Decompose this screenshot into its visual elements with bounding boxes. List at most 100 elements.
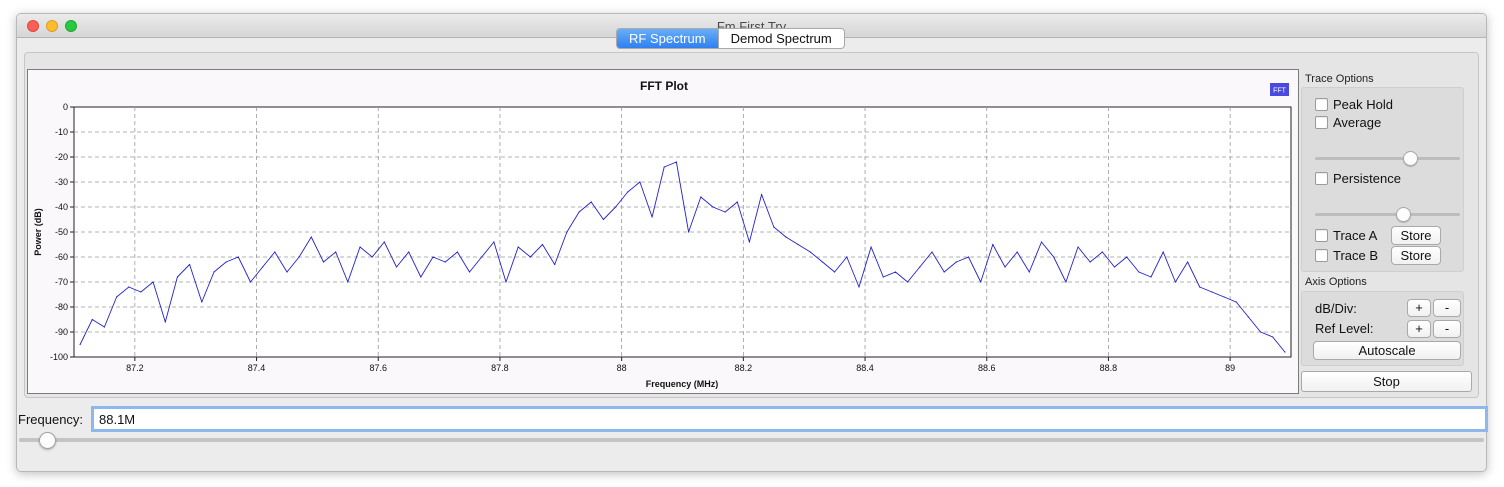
fft-point [541,243,544,246]
fft-point [712,206,714,208]
persistence-slider-thumb[interactable] [1395,207,1411,222]
trace-b-option[interactable]: Trace B [1315,248,1378,263]
fft-point [286,271,288,273]
fft-point [578,211,580,213]
peak-hold-option[interactable]: Peak Hold [1315,97,1393,112]
frequency-slider-thumb[interactable] [39,432,57,449]
fft-point [152,281,154,283]
fft-point [201,301,203,303]
db-div-label: dB/Div: [1315,301,1357,316]
minimize-window-button[interactable] [46,20,58,32]
persistence-slider[interactable] [1315,213,1460,216]
fft-point [1260,331,1262,333]
frequency-label: Frequency: [18,412,84,427]
fft-point [213,271,215,273]
average-option[interactable]: Average [1315,115,1381,130]
peak-hold-checkbox[interactable] [1315,98,1328,111]
axis-options-title: Axis Options [1305,276,1367,288]
fft-point [322,261,325,263]
grid [73,106,1292,358]
fft-point [274,251,276,253]
fft-point [456,251,458,253]
y-tick-label: -40 [55,202,68,212]
y-tick-label: -30 [55,177,68,187]
trace-a-checkbox[interactable] [1315,229,1328,242]
fft-point [882,276,884,278]
db-div-minus-button[interactable]: - [1433,299,1461,317]
persistence-option[interactable]: Persistence [1315,171,1401,186]
fft-point [262,266,264,268]
trace-b-checkbox[interactable] [1315,249,1328,262]
x-tick-label: 88.6 [978,363,996,373]
fft-point [493,241,495,243]
legend: FFT [1270,83,1289,96]
fft-point [1138,271,1140,273]
fft-point [566,231,568,233]
average-slider[interactable] [1315,157,1460,160]
fft-point [1040,241,1043,243]
autoscale-button[interactable]: Autoscale [1313,341,1461,360]
fft-point [992,243,994,246]
fft-point [821,261,824,263]
y-tick-label: -80 [55,302,68,312]
trace-layer [79,161,1286,353]
fft-point [736,201,738,203]
legend-swatch [1270,83,1289,96]
average-checkbox[interactable] [1315,116,1328,129]
x-tick-label: 88.2 [735,363,753,373]
fft-point [1162,251,1164,253]
fft-point [249,281,252,283]
zoom-window-button[interactable] [65,20,77,32]
stop-button[interactable]: Stop [1301,371,1472,392]
db-div-plus-button[interactable]: + [1407,299,1431,317]
fft-point [189,263,191,266]
trace-b-store-button[interactable]: Store [1391,246,1441,265]
fft-point [724,211,726,213]
fft-point [420,276,422,278]
tab-rf-spectrum[interactable]: RF Spectrum [617,29,718,48]
fft-point [359,246,361,248]
fft-point [79,343,81,346]
ref-level-plus-button[interactable]: + [1407,320,1431,338]
fft-point [627,191,629,193]
fft-point [797,243,799,246]
frequency-input[interactable] [91,406,1488,432]
fft-point [894,271,897,273]
fft-point [967,256,970,258]
frequency-slider[interactable] [19,438,1484,442]
fft-point [615,206,617,208]
fft-point [140,291,142,293]
fft-point [91,318,93,321]
fft-point [663,166,665,168]
fft-chart[interactable]: FFT Plot 0 -10 -20 -30 -40 -50 -60 -70 -80 -90 -10… [28,70,1300,395]
trace-a-store-button[interactable]: Store [1391,226,1441,245]
trace-a-label: Trace A [1333,228,1378,243]
y-axis-label: Power (dB) [33,208,43,256]
ref-level-minus-button[interactable]: - [1433,320,1461,338]
fft-point [1247,316,1249,318]
fft-point [919,266,921,268]
fft-point [870,246,872,248]
fft-point [128,286,130,288]
tab-demod-spectrum[interactable]: Demod Spectrum [717,29,844,48]
fft-point [1101,251,1103,253]
average-slider-thumb[interactable] [1403,151,1419,166]
y-tick-label: -20 [55,152,68,162]
fft-point [1004,266,1006,268]
persistence-checkbox[interactable] [1315,172,1328,185]
fft-point [809,251,811,253]
fft-point [395,266,398,268]
fft-point [237,256,239,258]
fft-point [225,261,227,263]
fft-plot[interactable]: FFT Plot 0 -10 -20 -30 -40 -50 -60 -70 -80 -90 -10… [27,69,1299,394]
fft-point [1174,281,1176,283]
tab-bar: RF Spectrum Demod Spectrum [616,28,845,49]
close-window-button[interactable] [27,20,39,32]
fft-point [529,256,531,258]
plot-area [73,106,1292,358]
fft-point [1235,301,1237,303]
y-tick-label: -10 [55,127,68,137]
y-tick-label: -90 [55,327,68,337]
x-tick-label: 87.8 [491,363,509,373]
trace-a-option[interactable]: Trace A [1315,228,1377,243]
